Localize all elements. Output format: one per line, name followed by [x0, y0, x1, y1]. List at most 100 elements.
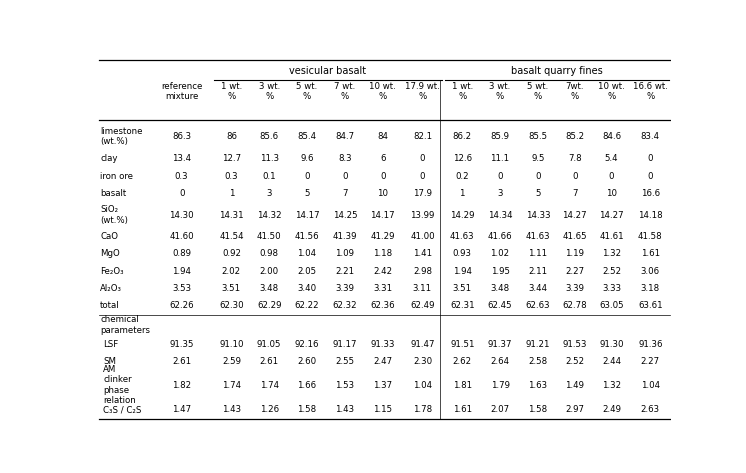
Text: 1.58: 1.58	[528, 405, 548, 414]
Text: 0: 0	[648, 172, 653, 181]
Text: 62.29: 62.29	[257, 301, 281, 310]
Text: 14.17: 14.17	[295, 210, 319, 219]
Text: 16.6 wt.
%: 16.6 wt. %	[633, 81, 668, 101]
Text: 13.4: 13.4	[172, 154, 191, 163]
Text: 63.61: 63.61	[638, 301, 662, 310]
Text: 1.61: 1.61	[453, 405, 471, 414]
Text: 91.33: 91.33	[371, 340, 395, 349]
Text: 6: 6	[380, 154, 386, 163]
Text: 1.78: 1.78	[413, 405, 432, 414]
Text: 7.8: 7.8	[568, 154, 582, 163]
Text: 62.78: 62.78	[562, 301, 587, 310]
Text: 3.18: 3.18	[641, 284, 660, 293]
Text: 3.39: 3.39	[336, 284, 354, 293]
Text: CaO: CaO	[100, 232, 118, 241]
Text: 5 wt.
%: 5 wt. %	[527, 81, 548, 101]
Text: 14.32: 14.32	[257, 210, 281, 219]
Text: 8.3: 8.3	[338, 154, 351, 163]
Text: 9.6: 9.6	[301, 154, 314, 163]
Text: 3.40: 3.40	[298, 284, 316, 293]
Text: 3.06: 3.06	[641, 267, 660, 276]
Text: 3.39: 3.39	[565, 284, 584, 293]
Text: 13.99: 13.99	[410, 210, 435, 219]
Text: 84.6: 84.6	[602, 132, 621, 141]
Text: 85.9: 85.9	[491, 132, 510, 141]
Text: 14.17: 14.17	[370, 210, 395, 219]
Text: 12.6: 12.6	[453, 154, 471, 163]
Text: 1: 1	[460, 189, 465, 198]
Text: 11.3: 11.3	[260, 154, 279, 163]
Text: 1.19: 1.19	[565, 249, 584, 258]
Text: 86.2: 86.2	[453, 132, 471, 141]
Text: 84: 84	[377, 132, 388, 141]
Text: C₃S / C₂S: C₃S / C₂S	[103, 405, 142, 414]
Text: clay: clay	[100, 154, 118, 163]
Text: 41.58: 41.58	[638, 232, 662, 241]
Text: 0.3: 0.3	[225, 172, 238, 181]
Text: 91.05: 91.05	[257, 340, 281, 349]
Text: 62.36: 62.36	[370, 301, 395, 310]
Text: 62.45: 62.45	[488, 301, 513, 310]
Text: 3.48: 3.48	[491, 284, 510, 293]
Text: 41.66: 41.66	[488, 232, 513, 241]
Text: 85.2: 85.2	[565, 132, 584, 141]
Text: 2.98: 2.98	[413, 267, 432, 276]
Text: 5: 5	[535, 189, 541, 198]
Text: 9.5: 9.5	[531, 154, 545, 163]
Text: 2.11: 2.11	[528, 267, 548, 276]
Text: 14.27: 14.27	[599, 210, 624, 219]
Text: 2.60: 2.60	[298, 357, 316, 366]
Text: 3.51: 3.51	[453, 284, 471, 293]
Text: 2.63: 2.63	[641, 405, 660, 414]
Text: 3.44: 3.44	[528, 284, 548, 293]
Text: 0: 0	[342, 172, 348, 181]
Text: 14.30: 14.30	[169, 210, 194, 219]
Text: 2.61: 2.61	[260, 357, 279, 366]
Text: chemical
parameters: chemical parameters	[100, 315, 150, 335]
Text: 1.53: 1.53	[335, 381, 354, 390]
Text: 2.00: 2.00	[260, 267, 279, 276]
Text: 91.53: 91.53	[562, 340, 587, 349]
Text: 2.49: 2.49	[602, 405, 621, 414]
Text: 3.48: 3.48	[260, 284, 279, 293]
Text: 1.49: 1.49	[565, 381, 584, 390]
Text: 91.51: 91.51	[450, 340, 474, 349]
Text: 1.43: 1.43	[335, 405, 354, 414]
Text: 2.59: 2.59	[222, 357, 241, 366]
Text: 41.50: 41.50	[257, 232, 281, 241]
Text: 62.30: 62.30	[219, 301, 244, 310]
Text: 10 wt.
%: 10 wt. %	[369, 81, 396, 101]
Text: MgO: MgO	[100, 249, 120, 258]
Text: 2.47: 2.47	[373, 357, 392, 366]
Text: 85.4: 85.4	[298, 132, 316, 141]
Text: 1.63: 1.63	[528, 381, 548, 390]
Text: 82.1: 82.1	[413, 132, 432, 141]
Text: 86: 86	[226, 132, 237, 141]
Text: 83.4: 83.4	[641, 132, 660, 141]
Text: 2.62: 2.62	[453, 357, 471, 366]
Text: 91.35: 91.35	[169, 340, 194, 349]
Text: 2.52: 2.52	[565, 357, 584, 366]
Text: 1.74: 1.74	[260, 381, 279, 390]
Text: 1.79: 1.79	[491, 381, 510, 390]
Text: 7wt.
%: 7wt. %	[565, 81, 584, 101]
Text: 14.31: 14.31	[219, 210, 244, 219]
Text: 1.04: 1.04	[413, 381, 432, 390]
Text: 2.30: 2.30	[413, 357, 432, 366]
Text: 10 wt.
%: 10 wt. %	[598, 81, 625, 101]
Text: 1.47: 1.47	[172, 405, 191, 414]
Text: 3: 3	[498, 189, 503, 198]
Text: 0: 0	[304, 172, 310, 181]
Text: 5.4: 5.4	[605, 154, 618, 163]
Text: 0: 0	[380, 172, 386, 181]
Text: basalt quarry fines: basalt quarry fines	[511, 66, 603, 76]
Text: 14.29: 14.29	[450, 210, 474, 219]
Text: 1.37: 1.37	[373, 381, 392, 390]
Text: 1.09: 1.09	[336, 249, 354, 258]
Text: 3.11: 3.11	[413, 284, 432, 293]
Text: 62.26: 62.26	[169, 301, 194, 310]
Text: 91.30: 91.30	[599, 340, 624, 349]
Text: 10: 10	[377, 189, 388, 198]
Text: 41.63: 41.63	[526, 232, 551, 241]
Text: 1.94: 1.94	[172, 267, 191, 276]
